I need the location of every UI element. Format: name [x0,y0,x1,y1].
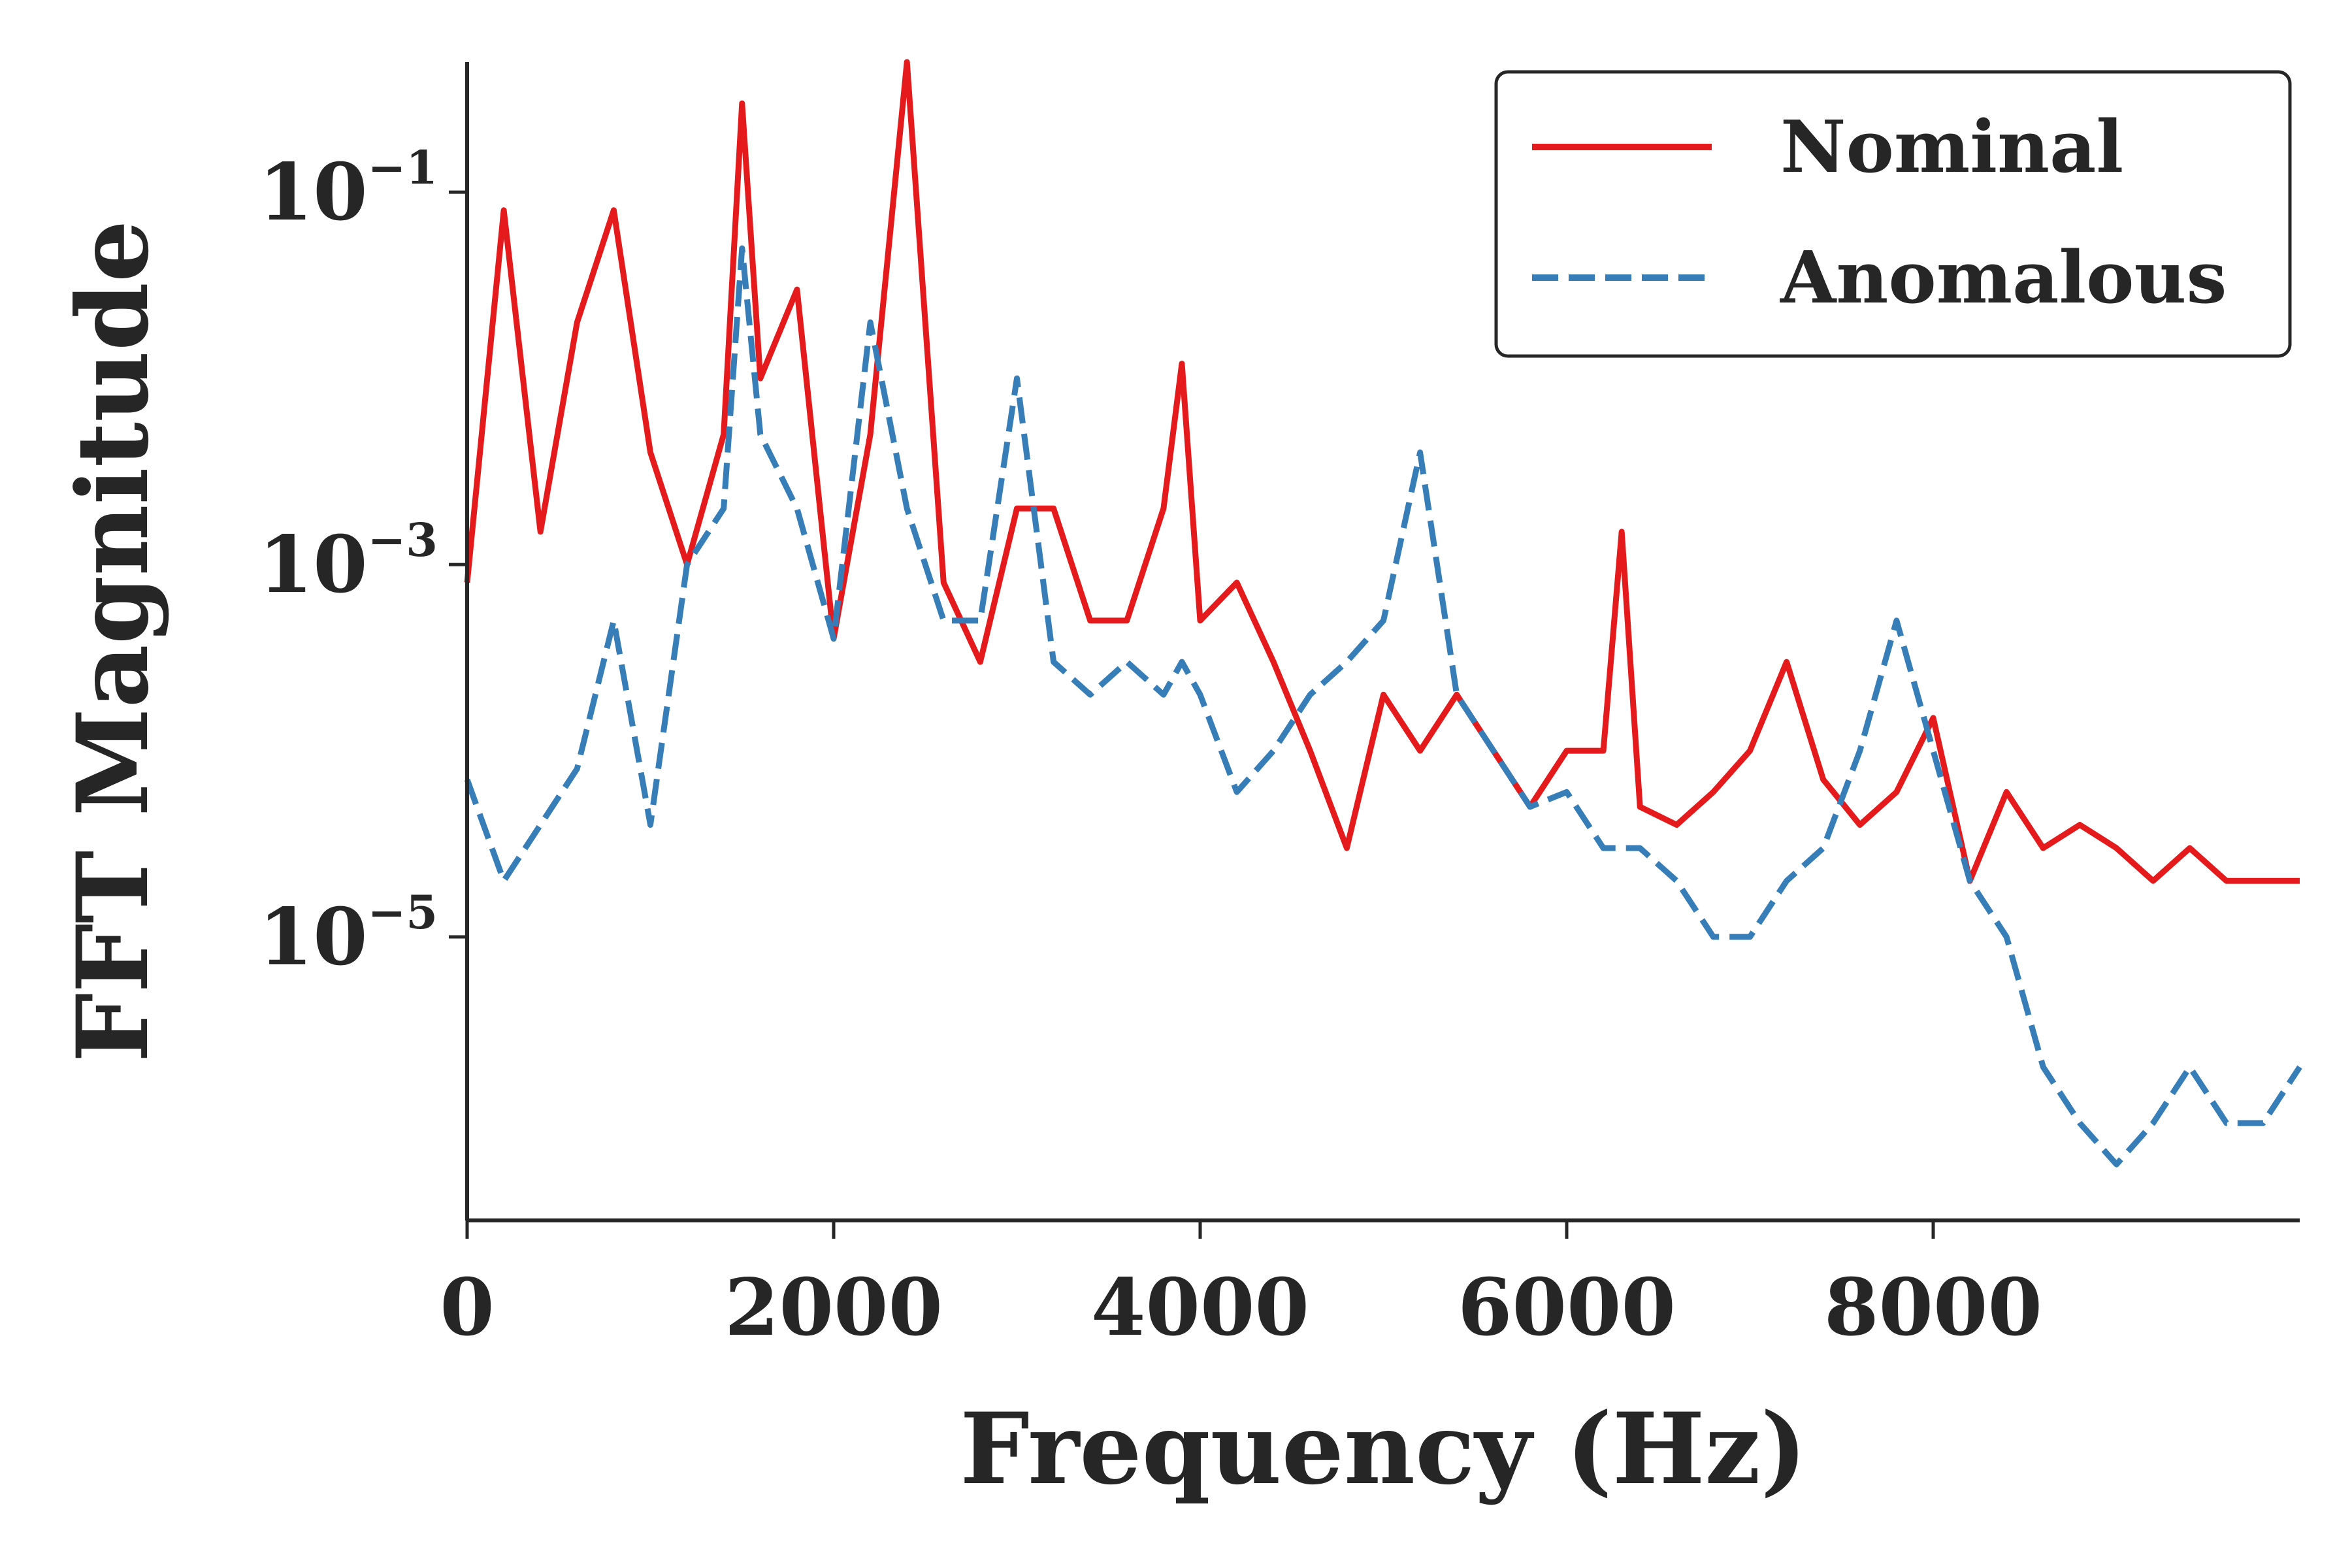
y-tick-label: 10−3 [259,513,438,611]
x-tick-label: 0 [440,1262,495,1354]
legend-box [1494,70,2292,358]
x-tick-label: 6000 [1458,1262,1676,1354]
series-line-anomalous [464,245,2302,1168]
x-tick-label: 4000 [1091,1262,1309,1354]
y-tick-label: 10−5 [259,885,438,983]
x-tick-label: 8000 [1824,1262,2042,1354]
plot-lines [464,59,2302,1168]
y-axis-title: FFT Magnitude [56,220,171,1063]
legend-label-anomalous: Anomalous [1780,235,2227,319]
x-tick-label: 2000 [725,1262,943,1354]
y-tick-label: 10−1 [259,140,438,238]
axes [465,62,2300,1222]
x-ticks: 0 2000 4000 6000 8000 [440,1220,2042,1354]
legend-label-nominal: Nominal [1780,105,2123,189]
x-axis-title: Frequency (Hz) [960,1392,1806,1507]
y-ticks: 10−1 10−3 10−5 [259,140,467,983]
series-line-nominal [464,59,2300,884]
legend: Nominal Anomalous [1494,70,2292,358]
